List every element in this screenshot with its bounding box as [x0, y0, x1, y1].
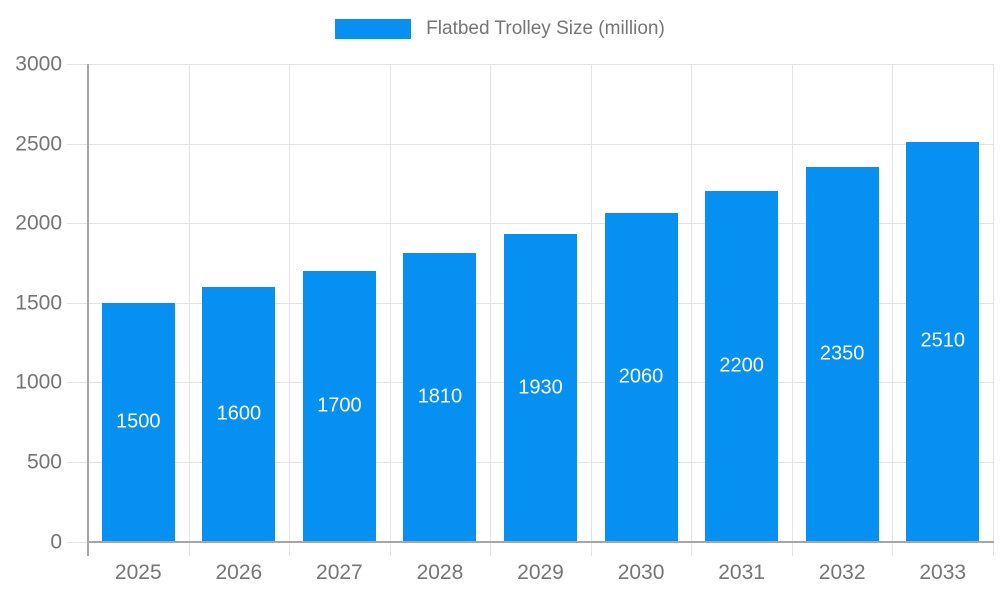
bar-value-2032: 2350	[819, 342, 865, 365]
x-tick-2	[289, 543, 291, 556]
y-tick-500	[67, 461, 87, 463]
y-axis-label-3000: 3000	[15, 52, 62, 76]
bar-2026[interactable]: 1600	[202, 286, 276, 541]
y-tick-0	[67, 542, 87, 543]
x-axis-label-2027: 2027	[316, 561, 363, 584]
bar-value-2031: 2200	[719, 354, 764, 377]
bar-value-2033: 2510	[920, 329, 965, 352]
gridline-y-2000	[88, 223, 993, 224]
x-tick-5	[590, 543, 592, 556]
gridline-x-5	[590, 64, 592, 541]
bar-2027[interactable]: 1700	[302, 270, 376, 541]
x-axis-label-2025: 2025	[114, 561, 162, 584]
gridline-x-6	[691, 64, 693, 541]
bar-value-2027: 1700	[317, 394, 362, 417]
x-axis-label-2030: 2030	[617, 561, 665, 584]
y-axis-label-2000: 2000	[15, 211, 62, 235]
x-axis-label-2033: 2033	[919, 561, 967, 584]
bar-2033[interactable]: 2510	[906, 141, 980, 541]
x-tick-3	[389, 543, 391, 556]
bar-value-2025: 1500	[116, 410, 161, 433]
x-tick-4	[490, 543, 492, 556]
y-axis-label-1000: 1000	[15, 370, 62, 394]
x-axis-label-2028: 2028	[416, 561, 464, 584]
bar-value-2029: 1930	[518, 376, 563, 399]
gridline-x-7	[791, 64, 793, 541]
gridline-x-1	[188, 64, 190, 541]
x-axis-label-2032: 2032	[818, 561, 866, 584]
x-tick-6	[691, 543, 693, 556]
y-tick-2500	[67, 143, 87, 145]
bar-2030[interactable]: 2060	[604, 213, 678, 541]
gridline-x-4	[490, 64, 492, 541]
x-tick-7	[791, 543, 793, 556]
gridline-x-9	[993, 64, 994, 541]
y-axis-label-1500: 1500	[15, 291, 62, 314]
bar-value-2028: 1810	[417, 385, 463, 408]
x-axis-label-2031: 2031	[718, 561, 765, 584]
y-axis-label-0: 0	[50, 530, 62, 554]
y-axis-label-2500: 2500	[15, 132, 62, 155]
bar-value-2030: 2060	[618, 365, 664, 388]
bar-2025[interactable]: 1500	[101, 302, 175, 541]
bar-2028[interactable]: 1810	[403, 253, 477, 541]
y-tick-1500	[67, 302, 87, 304]
gridline-x-3	[389, 64, 391, 541]
x-axis-label-2026: 2026	[215, 561, 263, 584]
x-axis-label-2029: 2029	[517, 561, 564, 584]
y-tick-2000	[67, 223, 87, 224]
bar-value-2026: 1600	[216, 402, 262, 425]
gridline-y-2500	[88, 143, 993, 145]
gridline-x-8	[892, 64, 894, 541]
gridline-x-2	[289, 64, 291, 541]
x-tick-1	[188, 543, 190, 556]
gridline-y-3000	[88, 64, 993, 65]
x-axis-line	[88, 541, 994, 543]
y-tick-3000	[67, 64, 87, 65]
bar-2032[interactable]: 2350	[805, 167, 879, 541]
legend-label: Flatbed Trolley Size (million)	[426, 18, 665, 39]
legend-swatch	[335, 19, 412, 39]
y-tick-1000	[67, 382, 87, 383]
bar-2031[interactable]: 2200	[705, 191, 779, 541]
legend[interactable]: Flatbed Trolley Size (million)	[0, 18, 1000, 40]
y-axis-line	[87, 64, 89, 556]
y-axis-label-500: 500	[26, 450, 62, 473]
x-tick-8	[892, 543, 894, 556]
x-tick-9	[993, 543, 994, 556]
bar-2029[interactable]: 1930	[504, 234, 577, 541]
